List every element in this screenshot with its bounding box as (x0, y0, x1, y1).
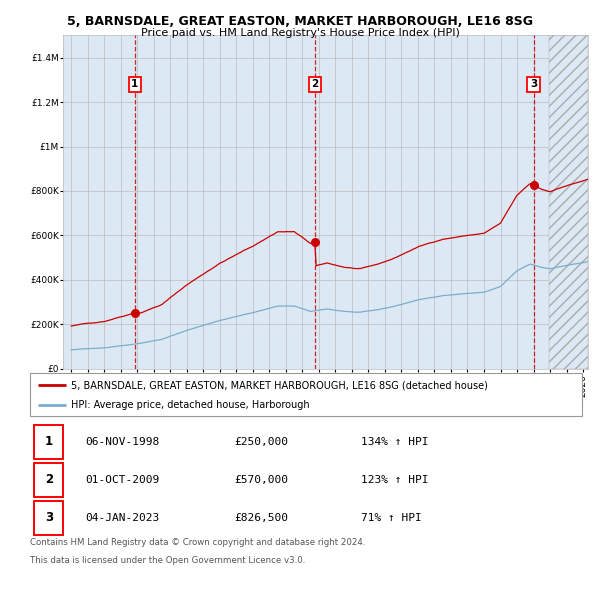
Text: HPI: Average price, detached house, Harborough: HPI: Average price, detached house, Harb… (71, 401, 310, 410)
FancyBboxPatch shape (34, 500, 63, 535)
Text: £826,500: £826,500 (234, 513, 288, 523)
Text: Price paid vs. HM Land Registry's House Price Index (HPI): Price paid vs. HM Land Registry's House … (140, 28, 460, 38)
Text: 71% ↑ HPI: 71% ↑ HPI (361, 513, 422, 523)
Text: 2: 2 (45, 473, 53, 486)
Text: 1: 1 (45, 435, 53, 448)
Text: 3: 3 (530, 79, 537, 89)
Text: £570,000: £570,000 (234, 475, 288, 485)
Text: 5, BARNSDALE, GREAT EASTON, MARKET HARBOROUGH, LE16 8SG (detached house): 5, BARNSDALE, GREAT EASTON, MARKET HARBO… (71, 381, 488, 391)
FancyBboxPatch shape (34, 425, 63, 459)
Text: 06-NOV-1998: 06-NOV-1998 (85, 437, 160, 447)
Text: £250,000: £250,000 (234, 437, 288, 447)
Text: 01-OCT-2009: 01-OCT-2009 (85, 475, 160, 485)
Text: 123% ↑ HPI: 123% ↑ HPI (361, 475, 428, 485)
Text: Contains HM Land Registry data © Crown copyright and database right 2024.: Contains HM Land Registry data © Crown c… (30, 538, 365, 547)
Text: 2: 2 (311, 79, 319, 89)
Text: 5, BARNSDALE, GREAT EASTON, MARKET HARBOROUGH, LE16 8SG: 5, BARNSDALE, GREAT EASTON, MARKET HARBO… (67, 15, 533, 28)
FancyBboxPatch shape (34, 463, 63, 497)
Text: 04-JAN-2023: 04-JAN-2023 (85, 513, 160, 523)
Text: 1: 1 (131, 79, 139, 89)
Text: 3: 3 (45, 512, 53, 525)
Polygon shape (549, 35, 588, 369)
Text: 134% ↑ HPI: 134% ↑ HPI (361, 437, 428, 447)
FancyBboxPatch shape (30, 373, 582, 416)
Text: This data is licensed under the Open Government Licence v3.0.: This data is licensed under the Open Gov… (30, 556, 305, 565)
